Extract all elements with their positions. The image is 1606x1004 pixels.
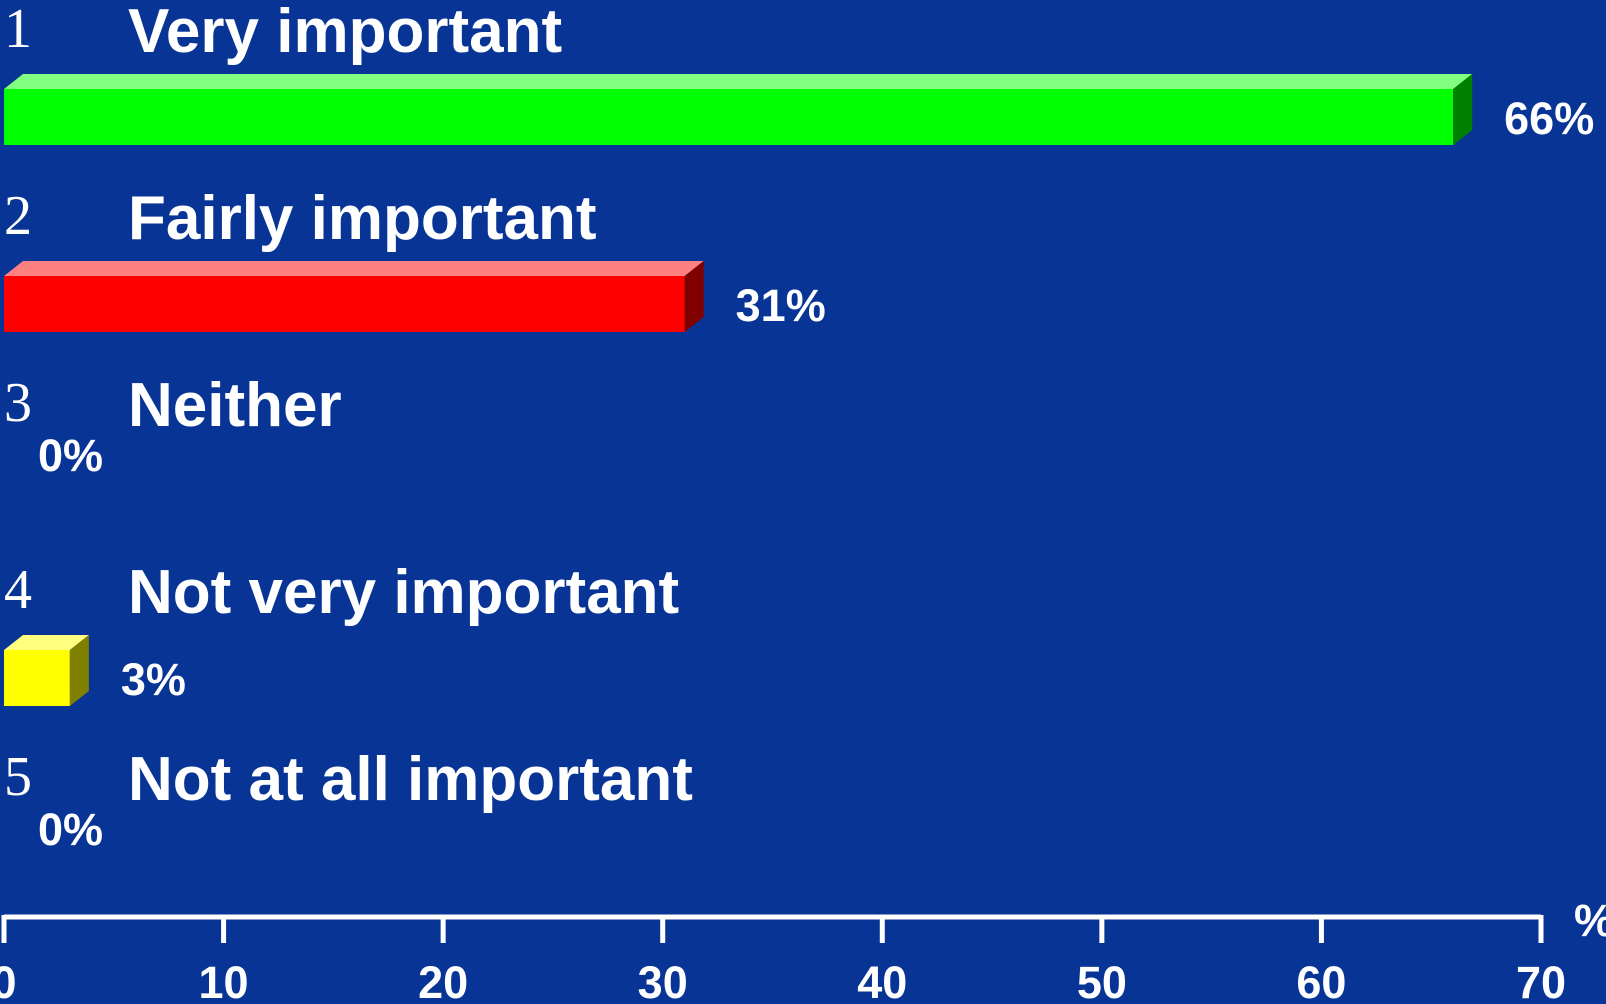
x-tick-label: 50 <box>1077 957 1127 1004</box>
category-label: Not very important <box>128 558 679 627</box>
chart-row: 2 Fairly important 31% <box>4 184 826 332</box>
x-axis: 0 10 20 30 40 50 60 70 % <box>0 895 1606 1004</box>
chart-row: 4 Not very important 3% <box>4 558 679 706</box>
bar <box>4 89 1454 145</box>
chart-rows: 1 Very important 66% 2 Fairly important 31% 3 N… <box>4 0 1594 855</box>
x-tick-label: 30 <box>638 957 688 1004</box>
bar-side-face <box>684 261 704 332</box>
bar-top-face <box>4 261 704 276</box>
bar-top-face <box>4 635 89 650</box>
value-label: 66% <box>1504 93 1594 144</box>
chart-row: 1 Very important 66% <box>4 0 1594 145</box>
value-label: 0% <box>38 804 103 855</box>
category-number: 3 <box>4 372 32 434</box>
value-label: 3% <box>121 654 186 705</box>
value-label: 31% <box>736 280 826 331</box>
x-tick-label: 60 <box>1296 957 1346 1004</box>
x-axis-ticks: 0 10 20 30 40 50 60 70 <box>0 915 1566 1004</box>
category-label: Neither <box>128 371 342 440</box>
category-number: 1 <box>4 0 32 60</box>
bar <box>4 650 70 706</box>
bar-side-face <box>1453 74 1473 145</box>
bar-side-face <box>69 635 89 706</box>
value-label: 0% <box>38 430 103 481</box>
x-tick-label: 10 <box>199 957 249 1004</box>
chart-row: 3 Neither 0% <box>4 371 342 481</box>
x-tick-label: 0 <box>0 957 17 1004</box>
x-tick-label: 70 <box>1516 957 1566 1004</box>
bar-top-face <box>4 74 1473 89</box>
bar <box>4 276 685 332</box>
category-number: 2 <box>4 185 32 247</box>
x-axis-unit-label: % <box>1574 895 1606 946</box>
category-label: Not at all important <box>128 745 693 814</box>
category-label: Very important <box>128 0 562 66</box>
category-number: 5 <box>4 746 32 808</box>
category-number: 4 <box>4 559 32 621</box>
x-tick-label: 40 <box>857 957 907 1004</box>
x-tick-label: 20 <box>418 957 468 1004</box>
category-label: Fairly important <box>128 184 597 253</box>
chart-row: 5 Not at all important 0% <box>4 745 693 855</box>
